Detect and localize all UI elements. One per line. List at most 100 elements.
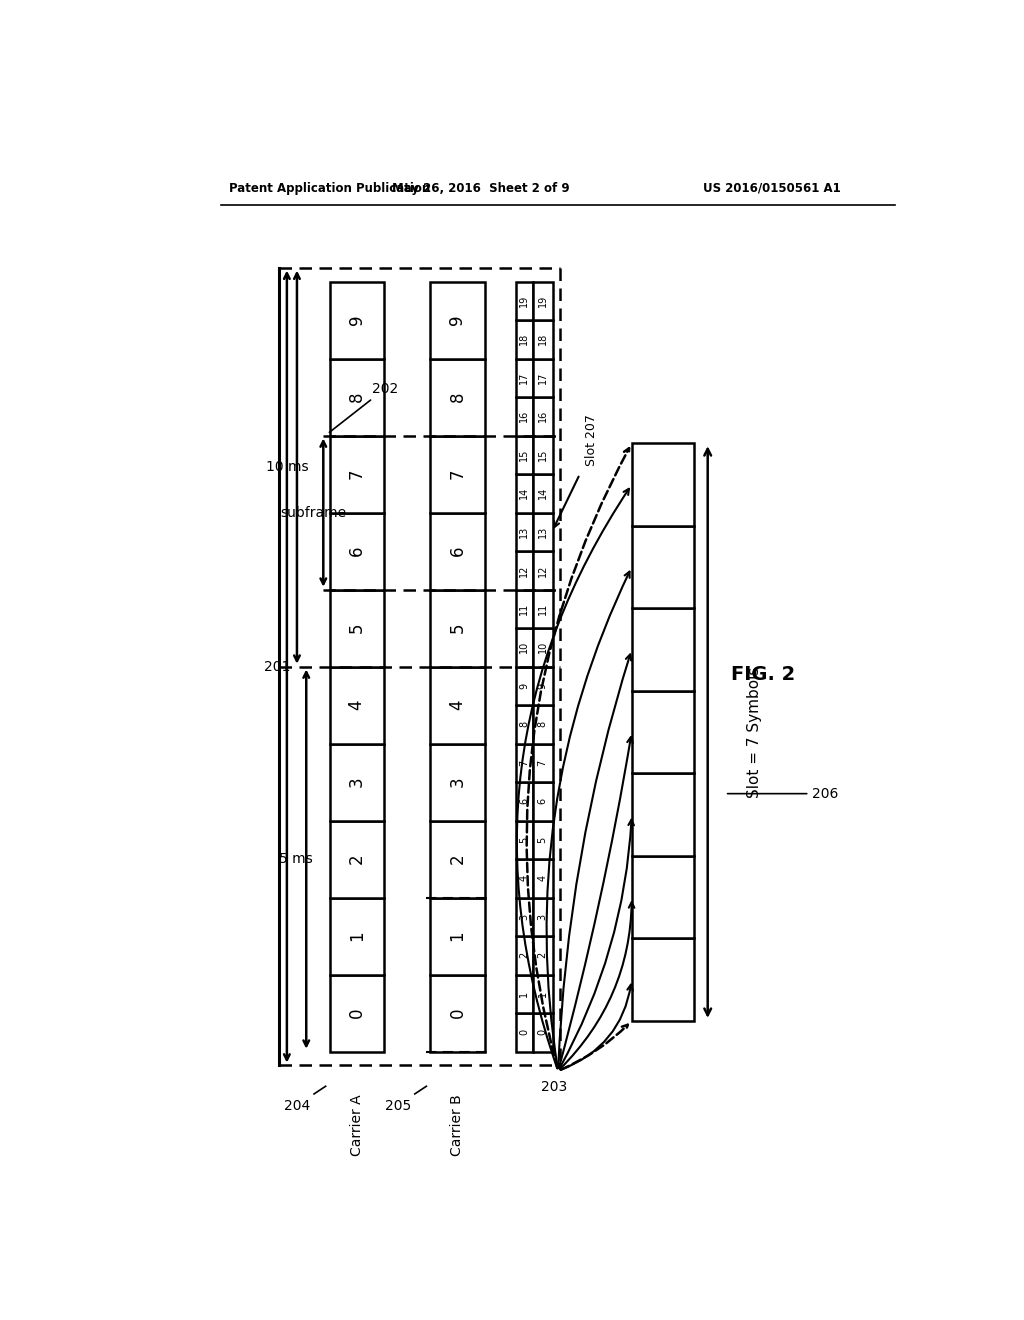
- Text: 7: 7: [449, 469, 466, 479]
- Bar: [430, 281, 484, 359]
- Text: 8: 8: [519, 721, 529, 727]
- Bar: [515, 821, 532, 859]
- Bar: [532, 281, 553, 321]
- Bar: [330, 590, 384, 667]
- Bar: [430, 512, 484, 590]
- Bar: [515, 321, 532, 359]
- Bar: [515, 667, 532, 705]
- Text: 6: 6: [519, 799, 529, 804]
- Bar: [515, 397, 532, 436]
- Text: 0: 0: [538, 1030, 548, 1035]
- Bar: [632, 690, 693, 774]
- Text: 7: 7: [519, 760, 529, 766]
- Bar: [532, 743, 553, 781]
- Bar: [532, 781, 553, 821]
- Bar: [532, 359, 553, 397]
- Text: 18: 18: [519, 333, 529, 346]
- Text: 7: 7: [538, 760, 548, 766]
- Text: 3: 3: [449, 776, 466, 788]
- Text: Patent Application Publication: Patent Application Publication: [228, 182, 430, 194]
- Bar: [515, 474, 532, 512]
- Bar: [515, 590, 532, 628]
- Text: 205: 205: [385, 1100, 411, 1113]
- Text: subframe: subframe: [281, 506, 346, 520]
- Text: 201: 201: [263, 660, 290, 673]
- Text: 14: 14: [519, 487, 529, 499]
- Text: 8: 8: [347, 392, 366, 403]
- Bar: [515, 898, 532, 936]
- Bar: [515, 705, 532, 743]
- Text: 17: 17: [519, 372, 529, 384]
- Bar: [330, 898, 384, 974]
- Text: 13: 13: [538, 525, 548, 539]
- Bar: [532, 1014, 553, 1052]
- Bar: [532, 628, 553, 667]
- Bar: [515, 859, 532, 898]
- Text: 16: 16: [519, 411, 529, 422]
- Bar: [515, 743, 532, 781]
- Text: 2: 2: [519, 952, 529, 958]
- Bar: [330, 821, 384, 898]
- Bar: [330, 281, 384, 359]
- Bar: [430, 590, 484, 667]
- Bar: [532, 667, 553, 705]
- Text: 1: 1: [519, 991, 529, 997]
- Text: 4: 4: [538, 875, 548, 882]
- Text: 5: 5: [538, 837, 548, 843]
- Text: 204: 204: [284, 1100, 310, 1113]
- Text: 9: 9: [347, 315, 366, 325]
- Bar: [632, 444, 693, 525]
- Text: 4: 4: [347, 700, 366, 710]
- Text: May 26, 2016  Sheet 2 of 9: May 26, 2016 Sheet 2 of 9: [392, 182, 569, 194]
- Text: 2: 2: [538, 952, 548, 958]
- Bar: [532, 436, 553, 474]
- Bar: [532, 859, 553, 898]
- Text: 8: 8: [538, 721, 548, 727]
- Bar: [515, 974, 532, 1014]
- Bar: [430, 821, 484, 898]
- Bar: [532, 705, 553, 743]
- Text: 6: 6: [347, 546, 366, 556]
- Text: Slot = 7 Symbols: Slot = 7 Symbols: [746, 667, 762, 797]
- Bar: [532, 474, 553, 512]
- Text: 4: 4: [519, 875, 529, 882]
- Bar: [632, 525, 693, 609]
- Text: 4: 4: [449, 700, 466, 710]
- Bar: [532, 590, 553, 628]
- Bar: [632, 939, 693, 1020]
- Bar: [515, 552, 532, 590]
- Bar: [515, 512, 532, 552]
- Text: 10: 10: [519, 642, 529, 653]
- Text: 12: 12: [538, 564, 548, 577]
- Bar: [515, 436, 532, 474]
- Bar: [515, 628, 532, 667]
- Text: 11: 11: [519, 603, 529, 615]
- Text: 1: 1: [449, 931, 466, 941]
- Text: Carrier B: Carrier B: [451, 1094, 464, 1156]
- Text: 10 ms: 10 ms: [265, 461, 308, 474]
- Text: 19: 19: [519, 294, 529, 308]
- Bar: [330, 359, 384, 436]
- Bar: [515, 281, 532, 321]
- Text: 15: 15: [538, 449, 548, 461]
- Text: 5: 5: [449, 623, 466, 634]
- Text: 2: 2: [347, 854, 366, 865]
- Bar: [515, 359, 532, 397]
- Text: FIG. 2: FIG. 2: [731, 665, 796, 684]
- Bar: [330, 743, 384, 821]
- Text: 7: 7: [347, 469, 366, 479]
- Bar: [532, 512, 553, 552]
- Text: 14: 14: [538, 487, 548, 499]
- Bar: [330, 667, 384, 743]
- Text: 5: 5: [519, 837, 529, 843]
- Bar: [430, 359, 484, 436]
- Bar: [515, 1014, 532, 1052]
- Bar: [532, 321, 553, 359]
- Text: 16: 16: [538, 411, 548, 422]
- Bar: [515, 781, 532, 821]
- Text: 17: 17: [538, 372, 548, 384]
- Text: 0: 0: [449, 1008, 466, 1018]
- Bar: [532, 397, 553, 436]
- Text: 8: 8: [449, 392, 466, 403]
- Bar: [532, 898, 553, 936]
